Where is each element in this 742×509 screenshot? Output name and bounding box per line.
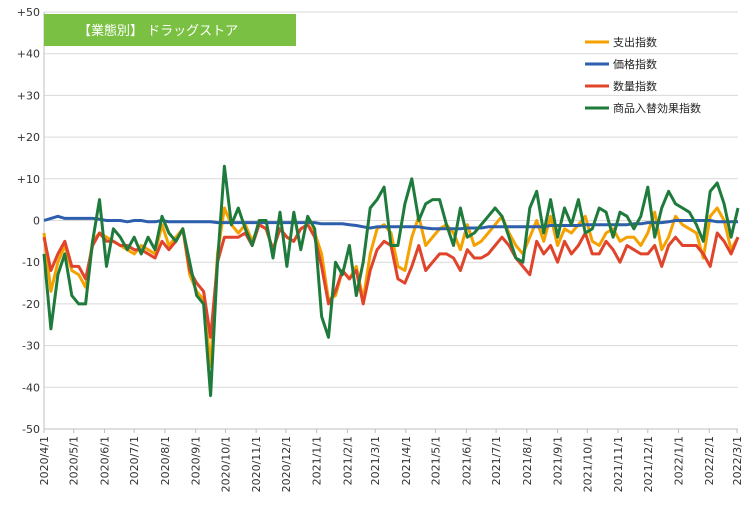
- legend-label: 支出指数: [613, 35, 657, 49]
- x-tick-label: 2022/3/1: [731, 436, 742, 485]
- y-tick-label: -20: [22, 298, 40, 311]
- series-line: [42, 206, 740, 368]
- x-tick-label: 2021/6/1: [460, 436, 473, 485]
- x-tick-label: 2020/11/1: [250, 436, 263, 492]
- x-tick-label: 2021/7/1: [490, 436, 503, 485]
- y-tick-label: -10: [22, 256, 40, 269]
- x-tick-label: 2021/3/1: [369, 436, 382, 485]
- y-tick-label: +10: [17, 173, 40, 186]
- y-tick-label: +40: [17, 48, 40, 61]
- x-tick-label: 2020/5/1: [68, 436, 81, 485]
- x-tick-label: 2020/8/1: [159, 436, 172, 485]
- x-axis: 2020/4/1 2020/5/1 2020/6/1 2020/7/1 2020/8/1…: [38, 429, 742, 492]
- y-tick-label: -40: [22, 381, 40, 394]
- x-tick-label: 2021/8/1: [521, 436, 534, 485]
- x-tick-label: 2020/4/1: [38, 436, 51, 485]
- y-tick-label: +30: [17, 89, 40, 102]
- x-tick-label: 2021/9/1: [552, 436, 565, 485]
- x-tick-label: 2021/12/1: [642, 436, 655, 492]
- chart-title-background: [44, 14, 296, 46]
- x-tick-label: 2020/7/1: [128, 436, 141, 485]
- x-tick-label: 2022/1/1: [673, 436, 686, 485]
- y-axis: +50 +40 +30 +20 +10 0 -10 -20 -30 -40 -50: [17, 6, 40, 436]
- chart-title-box: 【業態別】 ドラッグストア: [44, 14, 296, 46]
- x-tick-label: 2021/5/1: [430, 436, 443, 485]
- x-tick-label: 2020/10/1: [219, 436, 232, 492]
- x-tick-label: 2021/2/1: [341, 436, 354, 485]
- x-tick-label: 2021/10/1: [581, 436, 594, 492]
- x-tick-label: 2021/4/1: [400, 436, 413, 485]
- x-tick-label: 2020/9/1: [190, 436, 203, 485]
- legend-label: 商品入替効果指数: [613, 101, 701, 115]
- x-tick-label: 2021/1/1: [311, 436, 324, 485]
- y-tick-label: 0: [33, 215, 40, 228]
- x-tick-label: 2022/2/1: [703, 436, 716, 485]
- y-tick-label: -50: [22, 423, 40, 436]
- chart-title: 【業態別】 ドラッグストア: [78, 23, 238, 39]
- plot-lines: [42, 164, 740, 398]
- x-tick-label: 2020/12/1: [280, 436, 293, 492]
- y-tick-label: -30: [22, 340, 40, 353]
- x-tick-label: 2020/6/1: [98, 436, 111, 485]
- y-tick-label: +50: [17, 6, 40, 19]
- y-tick-label: +20: [17, 131, 40, 144]
- series-line: [42, 164, 740, 398]
- legend-label: 価格指数: [613, 57, 657, 71]
- legend-label: 数量指数: [613, 79, 657, 93]
- x-tick-label: 2021/11/1: [612, 436, 625, 492]
